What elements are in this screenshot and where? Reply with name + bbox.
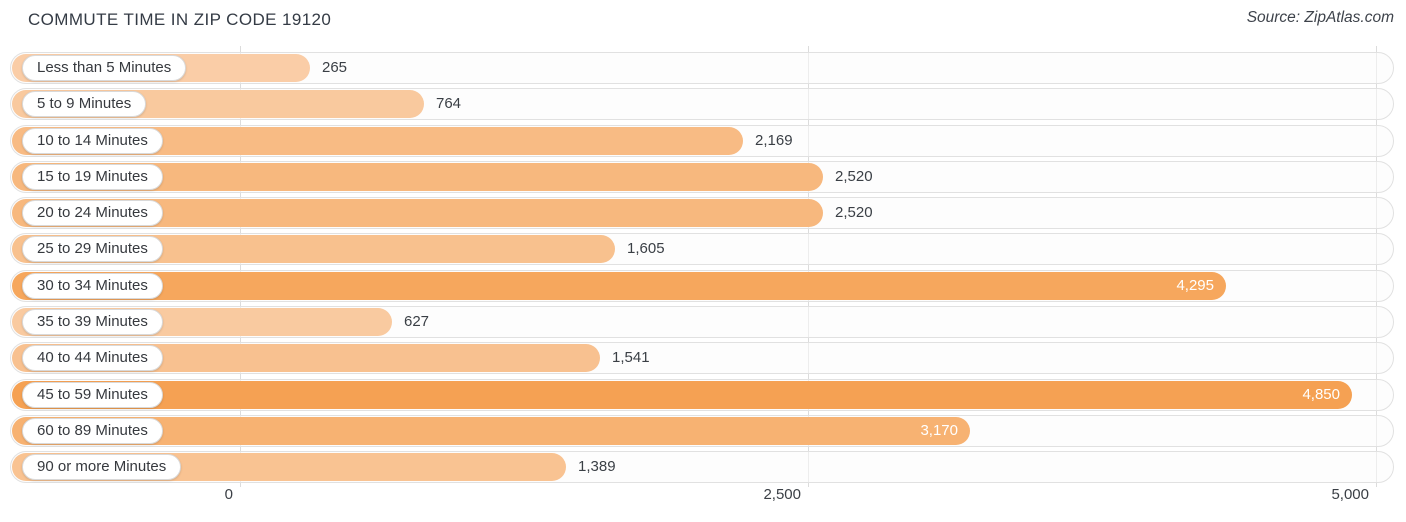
value-label: 1,605 [627,240,665,257]
category-label-pill: 60 to 89 Minutes [22,418,163,444]
category-label-pill: 10 to 14 Minutes [22,128,163,154]
value-label: 627 [404,313,430,330]
chart-row: 10 to 14 Minutes 2,169 [10,125,1394,157]
category-label-pill: 90 or more Minutes [22,454,182,480]
category-label-pill: 45 to 59 Minutes [22,382,163,408]
value-label: 2,520 [835,204,873,221]
chart-source-credit: Source: ZipAtlas.com [1246,9,1394,26]
chart-row: 25 to 29 Minutes 1,605 [10,233,1394,265]
chart-row: 3,170 60 to 89 Minutes [10,415,1394,447]
x-gridline [240,46,241,487]
chart-row: 35 to 39 Minutes 627 [10,306,1394,338]
value-label: 2,169 [755,132,793,149]
value-label: 764 [436,95,462,112]
value-label: 265 [322,59,348,76]
x-axis-tick-label: 0 [224,486,233,503]
category-label-pill: 20 to 24 Minutes [22,200,163,226]
bar: 3,170 [12,417,970,445]
bar: 4,850 [12,381,1352,409]
chart-row: 40 to 44 Minutes 1,541 [10,342,1394,374]
x-axis-tick-label: 2,500 [763,486,801,503]
chart-row: 4,850 45 to 59 Minutes [10,379,1394,411]
category-label-pill: 40 to 44 Minutes [22,345,163,371]
chart-row: 90 or more Minutes 1,389 [10,451,1394,483]
bar: 4,295 [12,272,1226,300]
category-label-pill: 30 to 34 Minutes [22,273,163,299]
chart-title: COMMUTE TIME IN ZIP CODE 19120 [28,10,332,29]
chart-row: 15 to 19 Minutes 2,520 [10,161,1394,193]
category-label-pill: 5 to 9 Minutes [22,91,147,117]
value-label: 1,389 [578,458,616,475]
value-label: 4,295 [1176,277,1214,294]
x-gridline [808,46,809,487]
value-label: 1,541 [612,349,650,366]
category-label-pill: Less than 5 Minutes [22,55,187,81]
chart-row: Less than 5 Minutes 265 [10,52,1394,84]
x-gridline [1376,46,1377,487]
category-label-pill: 25 to 29 Minutes [22,236,163,262]
chart-row: 5 to 9 Minutes 764 [10,88,1394,120]
category-label-pill: 15 to 19 Minutes [22,164,163,190]
value-label: 4,850 [1302,386,1340,403]
value-label: 2,520 [835,168,873,185]
x-axis-tick-label: 5,000 [1331,486,1369,503]
chart-row: 4,295 30 to 34 Minutes [10,270,1394,302]
chart-row: 20 to 24 Minutes 2,520 [10,197,1394,229]
value-label: 3,170 [920,422,958,439]
category-label-pill: 35 to 39 Minutes [22,309,163,335]
